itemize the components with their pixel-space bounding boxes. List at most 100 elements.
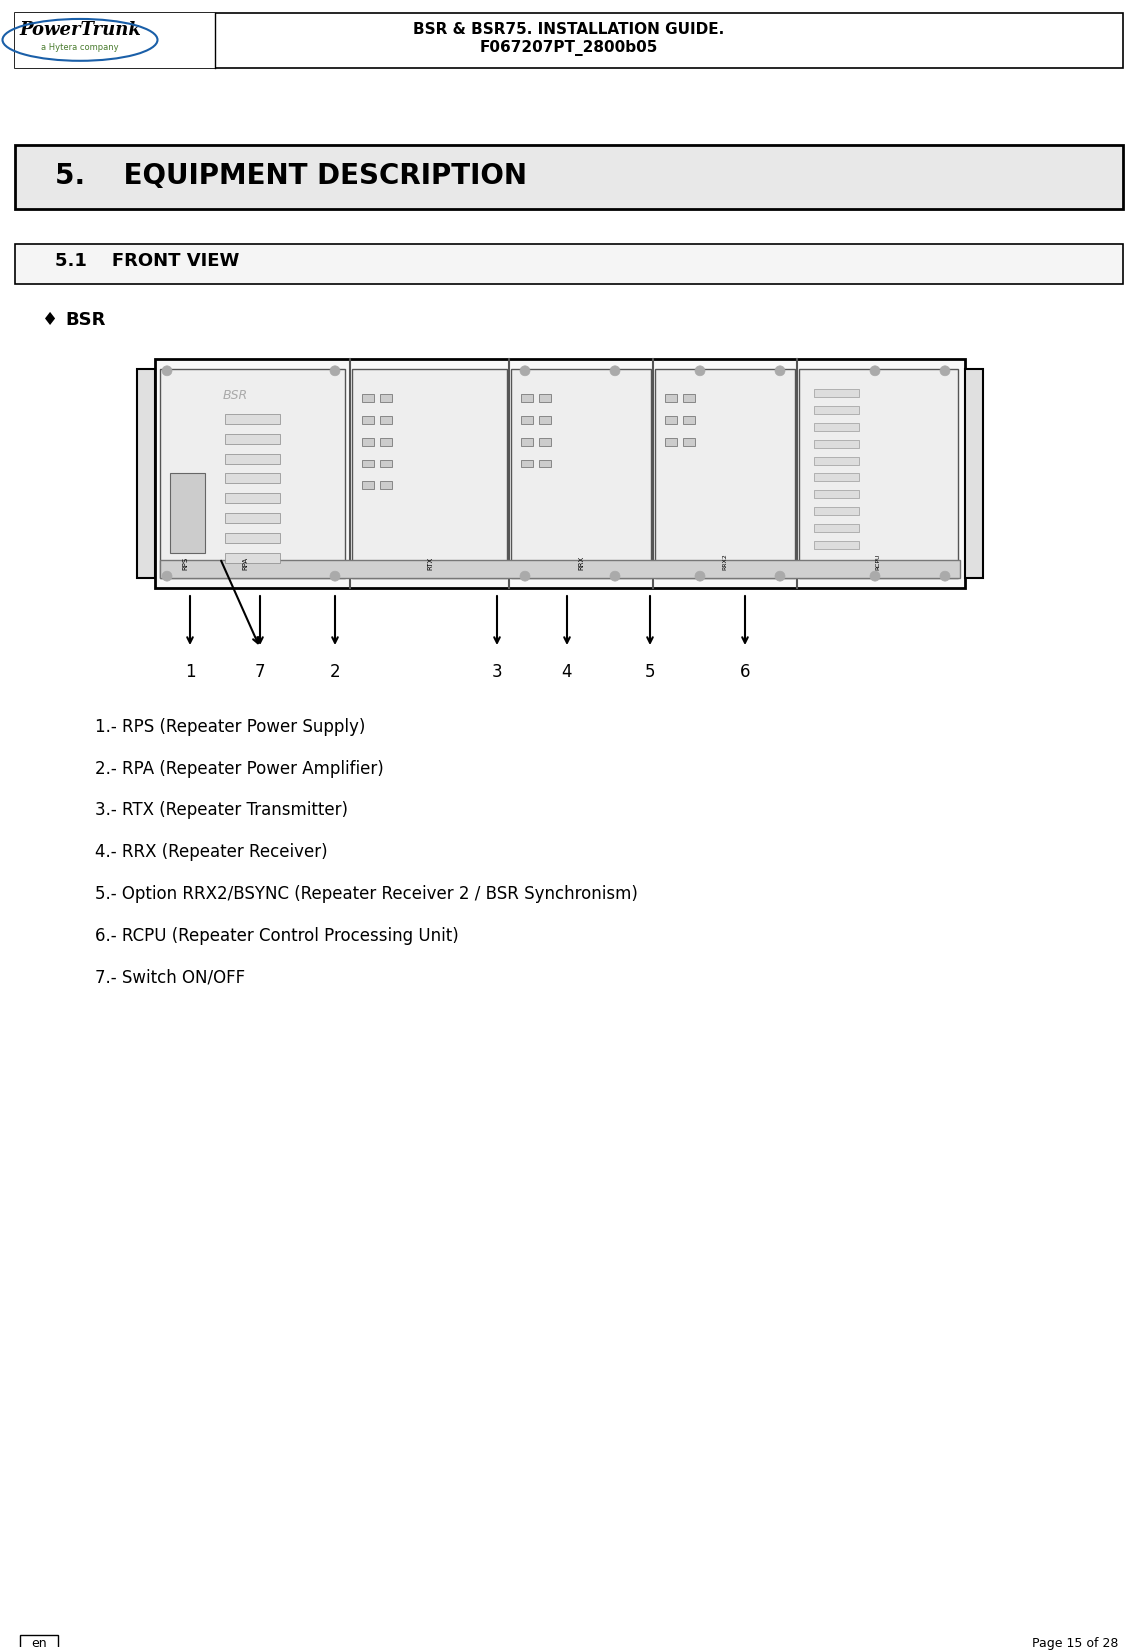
Text: 3.- RTX (Repeater Transmitter): 3.- RTX (Repeater Transmitter) [94,801,348,819]
Circle shape [610,365,620,375]
Bar [137,368,155,578]
Bar [814,439,859,448]
Text: 7: 7 [255,662,265,681]
Circle shape [869,365,880,375]
Bar [225,534,280,544]
Circle shape [162,365,172,375]
Bar [362,481,374,489]
Bar [539,416,551,423]
Bar [521,416,533,423]
Bar [814,524,859,532]
Bar [655,368,795,578]
Bar [539,459,551,468]
Bar [155,358,965,588]
Bar [539,438,551,446]
Text: 1.- RPS (Repeater Power Supply): 1.- RPS (Repeater Power Supply) [94,717,365,735]
Bar [160,368,345,578]
Bar [225,514,280,524]
Bar [15,244,1123,284]
Bar [380,438,391,446]
Bar [814,474,859,481]
Bar [380,416,391,423]
Circle shape [695,572,706,582]
Circle shape [775,365,785,375]
Circle shape [869,572,880,582]
Circle shape [940,365,950,375]
Bar [170,474,205,553]
Circle shape [520,365,530,375]
Bar [15,13,215,68]
Bar [225,494,280,504]
Bar [814,507,859,515]
Circle shape [520,572,530,582]
Bar [965,368,983,578]
Text: 4.- RRX (Repeater Receiver): 4.- RRX (Repeater Receiver) [94,843,328,861]
Bar [362,416,374,423]
Text: RPA: RPA [242,557,248,570]
Circle shape [330,365,340,375]
Text: 2: 2 [330,662,340,681]
Bar [814,542,859,548]
Bar [683,416,695,423]
Text: RRX2: RRX2 [723,553,727,570]
Text: 3: 3 [492,662,502,681]
Bar [352,368,508,578]
Bar [665,393,677,401]
Bar [160,560,960,578]
Bar [15,144,1123,210]
Text: RRX: RRX [578,557,584,570]
Bar [539,393,551,401]
Circle shape [330,572,340,582]
Text: ♦: ♦ [42,311,58,329]
Text: BSR & BSR75. INSTALLATION GUIDE.: BSR & BSR75. INSTALLATION GUIDE. [413,23,725,38]
Bar [362,459,374,468]
Circle shape [775,572,785,582]
Text: 6: 6 [740,662,750,681]
Text: BSR: BSR [65,311,106,329]
Bar [225,474,280,484]
Text: Page 15 of 28: Page 15 of 28 [1032,1637,1118,1650]
Bar [225,454,280,464]
Bar [814,406,859,413]
Text: F067207PT_2800b05: F067207PT_2800b05 [480,40,658,56]
Text: 4: 4 [562,662,572,681]
Text: 5.- Option RRX2/BSYNC (Repeater Receiver 2 / BSR Synchronism): 5.- Option RRX2/BSYNC (Repeater Receiver… [94,885,638,904]
Bar [225,413,280,423]
Bar [15,13,1123,68]
Bar [665,416,677,423]
Circle shape [940,572,950,582]
Bar [225,433,280,444]
Text: BSR: BSR [222,388,248,401]
Text: 6.- RCPU (Repeater Control Processing Unit): 6.- RCPU (Repeater Control Processing Un… [94,927,459,945]
Text: 5.    EQUIPMENT DESCRIPTION: 5. EQUIPMENT DESCRIPTION [55,162,527,190]
Bar [799,368,958,578]
Circle shape [695,365,706,375]
Bar [521,459,533,468]
Bar [814,423,859,431]
Bar [521,393,533,401]
Circle shape [610,572,620,582]
Bar [814,388,859,396]
Bar [362,393,374,401]
Bar [814,491,859,499]
Text: a Hytera company: a Hytera company [41,43,118,53]
Text: 5.1    FRONT VIEW: 5.1 FRONT VIEW [55,253,239,271]
Bar [665,438,677,446]
Text: 2.- RPA (Repeater Power Amplifier): 2.- RPA (Repeater Power Amplifier) [94,760,384,778]
Bar [380,481,391,489]
Bar [511,368,651,578]
Circle shape [162,572,172,582]
Bar [225,553,280,563]
Bar [521,438,533,446]
Text: 1: 1 [184,662,196,681]
Bar [20,1635,58,1652]
Text: 5: 5 [645,662,655,681]
Text: PowerTrunk: PowerTrunk [19,21,141,40]
Bar [683,438,695,446]
Text: RTX: RTX [427,557,432,570]
Bar [380,393,391,401]
Text: en: en [31,1637,47,1650]
Bar [814,456,859,464]
Bar [362,438,374,446]
Bar [683,393,695,401]
